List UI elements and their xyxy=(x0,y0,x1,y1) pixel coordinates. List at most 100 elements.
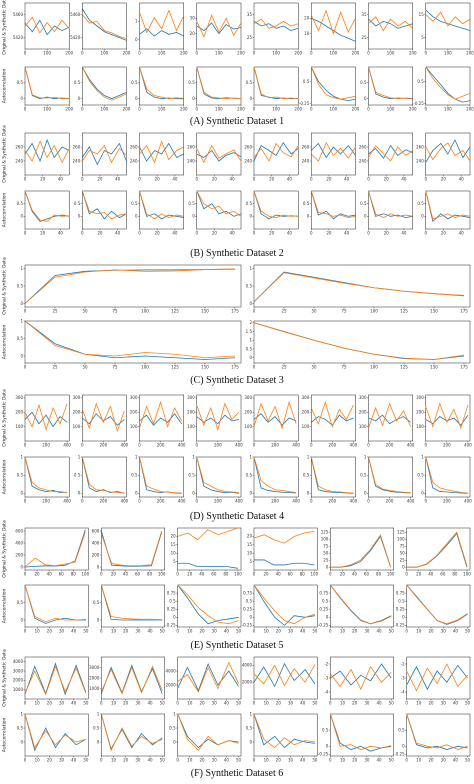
x-tick-label: 75 xyxy=(112,309,118,314)
x-tick-label: 200 xyxy=(294,51,302,56)
series-line xyxy=(368,402,412,429)
x-tick-label: 0 xyxy=(100,758,103,763)
x-tick-label: 50 xyxy=(465,758,471,763)
y-tick-label: 300 xyxy=(187,395,195,400)
x-tick-label: 20 xyxy=(97,231,103,236)
x-tick-label: 200 xyxy=(352,51,360,56)
y-tick-label: 0.5 xyxy=(303,472,310,477)
series-line xyxy=(310,9,356,35)
y-tick-label: 1 xyxy=(135,454,138,459)
y-tick-label: 125 xyxy=(321,530,329,535)
x-tick-label: 50 xyxy=(83,629,89,634)
x-tick-label: 0 xyxy=(310,499,313,504)
y-tick-label: -0.25 xyxy=(394,752,405,757)
caption: (A) Synthetic Dataset 1 xyxy=(190,116,284,127)
x-tick-label: 100 xyxy=(215,107,223,112)
plot-frame xyxy=(253,456,299,498)
y-tick-label: 0 xyxy=(173,739,176,744)
plot-frame xyxy=(253,320,471,364)
series-line xyxy=(425,402,469,430)
x-tick-label: 100 xyxy=(234,572,242,577)
x-tick-label: 80 xyxy=(71,572,77,577)
y-tick-label: 600 xyxy=(92,528,100,533)
x-tick-label: 50 xyxy=(389,701,395,706)
y-tick-label: 0.5 xyxy=(360,80,367,85)
x-tick-label: 100 xyxy=(444,51,452,56)
series-line xyxy=(177,562,239,569)
series-line xyxy=(368,190,413,219)
x-tick-label: 0 xyxy=(329,701,332,706)
series-line xyxy=(81,190,127,220)
caption: (D) Synthetic Dataset 4 xyxy=(190,511,284,522)
x-tick-label: 200 xyxy=(294,107,302,112)
x-tick-label: 20 xyxy=(47,758,53,763)
x-tick-label: 40 xyxy=(224,758,230,763)
x-tick-label: 0 xyxy=(329,629,332,634)
x-tick-label: 40 xyxy=(377,758,383,763)
y-tick-label: 2000 xyxy=(89,675,100,680)
x-tick-label: 200 xyxy=(271,443,279,448)
x-tick-label: 20 xyxy=(269,231,275,236)
plot-frame xyxy=(139,190,184,230)
x-tick-label: 0 xyxy=(367,231,370,236)
y-tick-label: 0.5 xyxy=(246,346,253,351)
series-line xyxy=(24,584,86,623)
x-tick-label: 30 xyxy=(364,629,370,634)
y-tick-label: 5 xyxy=(421,35,424,40)
x-tick-label: 20 xyxy=(40,177,46,182)
y-tick-label: 0.5 xyxy=(17,600,24,605)
series-line xyxy=(100,530,163,567)
series-line xyxy=(425,414,469,426)
x-tick-label: 200 xyxy=(42,499,50,504)
series-line xyxy=(425,190,471,220)
x-tick-label: 10 xyxy=(187,701,193,706)
series-line xyxy=(310,400,354,428)
series-line xyxy=(196,190,242,217)
x-tick-label: 100 xyxy=(463,572,471,577)
x-tick-label: 20 xyxy=(212,177,218,182)
series-line xyxy=(139,140,184,164)
x-tick-label: 100 xyxy=(158,107,166,112)
y-tick-label: 200 xyxy=(92,552,100,557)
x-tick-label: 0 xyxy=(310,51,313,56)
series-line xyxy=(177,527,239,541)
x-tick-label: 0 xyxy=(138,107,141,112)
x-tick-label: 10 xyxy=(416,701,422,706)
y-tick-label: 0 xyxy=(192,491,195,496)
x-tick-label: 50 xyxy=(82,365,88,370)
y-tick-label: 240 xyxy=(244,158,252,163)
x-tick-label: 40 xyxy=(377,701,383,706)
plot-frame xyxy=(406,656,471,700)
x-tick-label: 40 xyxy=(276,572,282,577)
series-line xyxy=(330,584,392,625)
y-tick-label: -0.25 xyxy=(318,623,329,628)
series-line xyxy=(425,66,471,100)
series-line xyxy=(368,144,413,159)
series-line xyxy=(177,584,239,625)
y-tick-label: 0 xyxy=(364,491,367,496)
x-tick-label: 0 xyxy=(100,572,103,577)
y-tick-label: 300 xyxy=(130,395,138,400)
y-tick-label: 0.5 xyxy=(246,80,253,85)
x-tick-label: 50 xyxy=(236,758,242,763)
plot-frame xyxy=(196,2,242,50)
plot-frame xyxy=(311,66,356,106)
series-line xyxy=(139,28,184,37)
y-tick-label: 1 xyxy=(20,318,23,323)
y-tick-label: 50 xyxy=(323,551,329,556)
x-tick-label: 0 xyxy=(138,231,141,236)
plot-frame xyxy=(177,527,242,571)
series-line xyxy=(24,456,68,494)
x-tick-label: 40 xyxy=(459,231,465,236)
plot-frame xyxy=(311,2,356,50)
x-tick-label: 0 xyxy=(24,758,27,763)
y-tick-label: 0 xyxy=(402,565,405,570)
plot-frame xyxy=(24,264,242,308)
y-tick-label: 0 xyxy=(135,96,138,101)
x-tick-label: 50 xyxy=(82,309,88,314)
series-line xyxy=(139,190,184,220)
x-tick-label: 0 xyxy=(24,701,27,706)
y-tick-label: 2 xyxy=(249,320,252,325)
x-tick-label: 10 xyxy=(416,758,422,763)
